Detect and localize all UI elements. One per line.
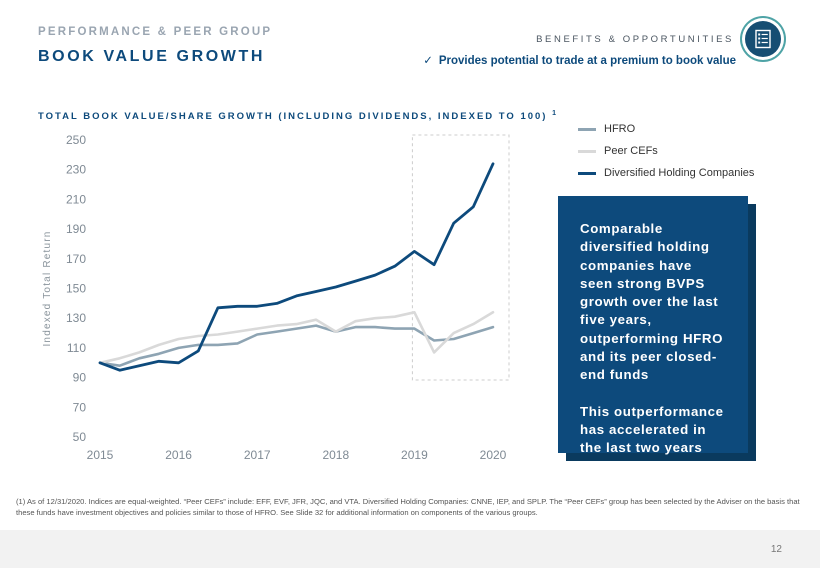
- y-tick-label: 150: [66, 282, 86, 296]
- y-tick-label: 170: [66, 252, 86, 266]
- x-tick-label: 2018: [322, 448, 349, 462]
- chart-title-footnote: 1: [552, 110, 559, 117]
- y-tick-label: 90: [73, 371, 87, 385]
- y-tick-label: 70: [73, 400, 87, 414]
- checklist-icon: [745, 21, 781, 57]
- x-tick-label: 2016: [165, 448, 192, 462]
- x-tick-label: 2015: [87, 448, 114, 462]
- y-tick-label: 210: [66, 192, 86, 206]
- legend-swatch: [578, 127, 596, 131]
- check-icon: ✓: [423, 55, 433, 67]
- chart-title: TOTAL BOOK VALUE/SHARE GROWTH (INCLUDING…: [38, 110, 558, 122]
- y-tick-label: 130: [66, 311, 86, 325]
- chart-legend: HFRO Peer CEFs Diversified Holding Compani…: [578, 118, 754, 184]
- legend-label: Peer CEFs: [604, 145, 658, 157]
- series-line-peer-cefs: [98, 310, 495, 365]
- footnote: (1) As of 12/31/2020. Indices are equal-…: [16, 497, 800, 517]
- y-tick-label: 190: [66, 222, 86, 236]
- legend-swatch: [578, 171, 596, 175]
- y-axis-label: Indexed Total Return: [42, 230, 53, 346]
- series-line-diversified-holding-companies: [98, 162, 495, 372]
- x-tick-label: 2017: [244, 448, 271, 462]
- callout-box: Comparable diversified holding companies…: [558, 196, 748, 455]
- benefit-item: ✓ Provides potential to trade at a premiu…: [423, 53, 736, 67]
- y-tick-label: 250: [66, 133, 86, 147]
- benefits-label: BENEFITS & OPPORTUNITIES: [536, 34, 734, 45]
- footer-band: [0, 530, 820, 568]
- book-value-line-chart: 50 70 90 110 130 150 170 190 210 230 250 2015 2016 20…: [42, 133, 510, 462]
- page-number: 12: [770, 544, 782, 555]
- y-tick-label: 230: [66, 163, 86, 177]
- legend-label: Diversified Holding Companies: [604, 167, 755, 179]
- y-tick-label: 50: [73, 430, 87, 444]
- x-tick-label: 2019: [401, 448, 428, 462]
- x-tick-label: 2020: [480, 448, 507, 462]
- chart-title-text: TOTAL BOOK VALUE/SHARE GROWTH (INCLUDING…: [38, 111, 548, 123]
- benefit-text: Provides potential to trade at a premium…: [438, 55, 736, 67]
- callout-paragraph-2: This outperformance has accelerated in t…: [580, 403, 724, 456]
- callout-paragraph-1: Comparable diversified holding companies…: [580, 221, 724, 383]
- highlight-region: [411, 134, 510, 381]
- legend-label: HFRO: [604, 123, 636, 135]
- legend-item-peer-cefs: Peer CEFs: [578, 140, 754, 162]
- y-tick-label: 110: [67, 341, 86, 355]
- page-title: BOOK VALUE GROWTH: [38, 48, 266, 65]
- legend-item-diversified-holding-companies: Diversified Holding Companies: [578, 162, 754, 184]
- legend-item-hfro: HFRO: [578, 118, 754, 140]
- section-kicker: PERFORMANCE & PEER GROUP: [38, 26, 273, 38]
- legend-swatch: [578, 149, 596, 153]
